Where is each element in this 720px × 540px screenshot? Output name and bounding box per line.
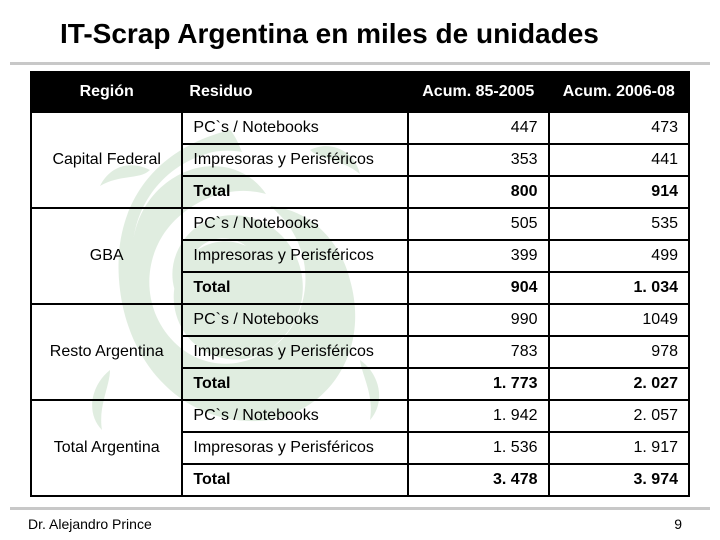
footer: Dr. Alejandro Prince 9 <box>10 507 710 532</box>
acum1-cell: 399 <box>408 240 548 272</box>
acum2-cell: 499 <box>549 240 690 272</box>
residuo-cell: Impresoras y Perisféricos <box>182 144 408 176</box>
acum2-cell: 535 <box>549 208 690 240</box>
table-header-row: Región Residuo Acum. 85-2005 Acum. 2006-… <box>31 72 689 112</box>
footer-author: Dr. Alejandro Prince <box>28 516 152 532</box>
acum1-cell: 990 <box>408 304 548 336</box>
table-row: GBAPC`s / Notebooks505535 <box>31 208 689 240</box>
residuo-cell: PC`s / Notebooks <box>182 304 408 336</box>
acum2-cell: 441 <box>549 144 690 176</box>
acum2-cell: 473 <box>549 112 690 144</box>
acum2-cell: 914 <box>549 176 690 208</box>
table-row: Total ArgentinaPC`s / Notebooks1. 9422. … <box>31 400 689 432</box>
acum1-cell: 1. 536 <box>408 432 548 464</box>
acum2-cell: 2. 027 <box>549 368 690 400</box>
residuo-cell: Impresoras y Perisféricos <box>182 336 408 368</box>
acum2-cell: 1. 034 <box>549 272 690 304</box>
acum2-cell: 3. 974 <box>549 464 690 496</box>
residuo-cell: PC`s / Notebooks <box>182 400 408 432</box>
acum1-cell: 353 <box>408 144 548 176</box>
acum1-cell: 1. 942 <box>408 400 548 432</box>
acum1-cell: 904 <box>408 272 548 304</box>
acum2-cell: 1049 <box>549 304 690 336</box>
acum1-cell: 1. 773 <box>408 368 548 400</box>
acum2-cell: 2. 057 <box>549 400 690 432</box>
footer-page: 9 <box>674 516 682 532</box>
col-acum1: Acum. 85-2005 <box>408 72 548 112</box>
table-row: Capital FederalPC`s / Notebooks447473 <box>31 112 689 144</box>
region-cell: Resto Argentina <box>31 304 182 400</box>
acum1-cell: 505 <box>408 208 548 240</box>
residuo-cell: Total <box>182 368 408 400</box>
acum2-cell: 978 <box>549 336 690 368</box>
residuo-cell: Total <box>182 464 408 496</box>
region-cell: Capital Federal <box>31 112 182 208</box>
scrap-table: Región Residuo Acum. 85-2005 Acum. 2006-… <box>30 71 690 497</box>
residuo-cell: PC`s / Notebooks <box>182 208 408 240</box>
residuo-cell: PC`s / Notebooks <box>182 112 408 144</box>
page-title: IT-Scrap Argentina en miles de unidades <box>10 0 710 65</box>
col-region: Región <box>31 72 182 112</box>
table-row: Resto ArgentinaPC`s / Notebooks9901049 <box>31 304 689 336</box>
col-acum2: Acum. 2006-08 <box>549 72 690 112</box>
residuo-cell: Impresoras y Perisféricos <box>182 240 408 272</box>
residuo-cell: Total <box>182 272 408 304</box>
acum1-cell: 447 <box>408 112 548 144</box>
residuo-cell: Impresoras y Perisféricos <box>182 432 408 464</box>
region-cell: GBA <box>31 208 182 304</box>
acum1-cell: 783 <box>408 336 548 368</box>
col-residuo: Residuo <box>182 72 408 112</box>
acum1-cell: 800 <box>408 176 548 208</box>
acum1-cell: 3. 478 <box>408 464 548 496</box>
acum2-cell: 1. 917 <box>549 432 690 464</box>
residuo-cell: Total <box>182 176 408 208</box>
region-cell: Total Argentina <box>31 400 182 496</box>
